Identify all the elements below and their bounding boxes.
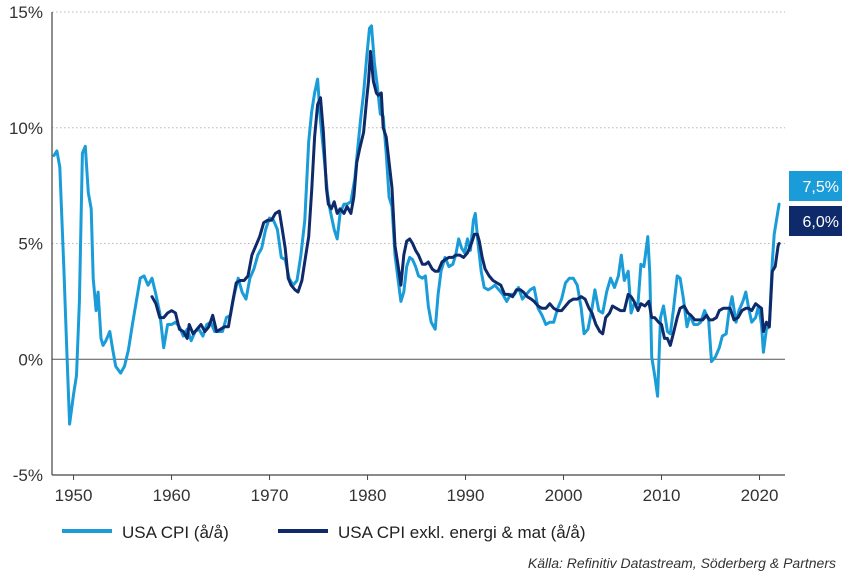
legend-label-cpi: USA CPI (å/å)	[122, 523, 229, 542]
legend: USA CPI (å/å) USA CPI exkl. energi & mat…	[62, 523, 586, 542]
x-tick-label: 1970	[251, 486, 289, 505]
x-tick-label: 2010	[643, 486, 681, 505]
series-lines	[52, 24, 781, 426]
x-tick-label: 1960	[153, 486, 191, 505]
end-value-badges: 7,5% 6,0%	[789, 171, 842, 236]
end-badge-core-cpi: 6,0%	[789, 206, 842, 236]
y-tick-labels: -5% 0% 5% 10% 15%	[9, 3, 43, 485]
y-tick-label: 15%	[9, 3, 43, 22]
badge-background	[789, 206, 842, 236]
y-tick-label: 10%	[9, 119, 43, 138]
series-line-cpi	[52, 24, 781, 426]
source-note: Källa: Refinitiv Datastream, Söderberg &…	[528, 555, 836, 571]
x-tick-label: 1990	[447, 486, 485, 505]
series-line-core-cpi	[150, 49, 781, 347]
x-tick-label: 1950	[55, 486, 93, 505]
grid-lines	[52, 11, 785, 360]
y-tick-label: -5%	[13, 466, 43, 485]
legend-label-core-cpi: USA CPI exkl. energi & mat (å/å)	[338, 523, 586, 542]
x-tick-label: 2020	[741, 486, 779, 505]
axes	[51, 12, 785, 476]
x-tick-label: 2000	[545, 486, 583, 505]
x-tick-labels: 1950 1960 1970 1980 1990 2000 2010 2020	[55, 475, 779, 505]
badge-value: 6,0%	[803, 214, 839, 231]
x-tick-label: 1980	[349, 486, 387, 505]
y-tick-label: 0%	[18, 350, 43, 369]
end-badge-cpi: 7,5%	[789, 171, 842, 201]
y-tick-label: 5%	[18, 235, 43, 254]
badge-background	[789, 171, 842, 201]
badge-value: 7,5%	[803, 179, 839, 196]
